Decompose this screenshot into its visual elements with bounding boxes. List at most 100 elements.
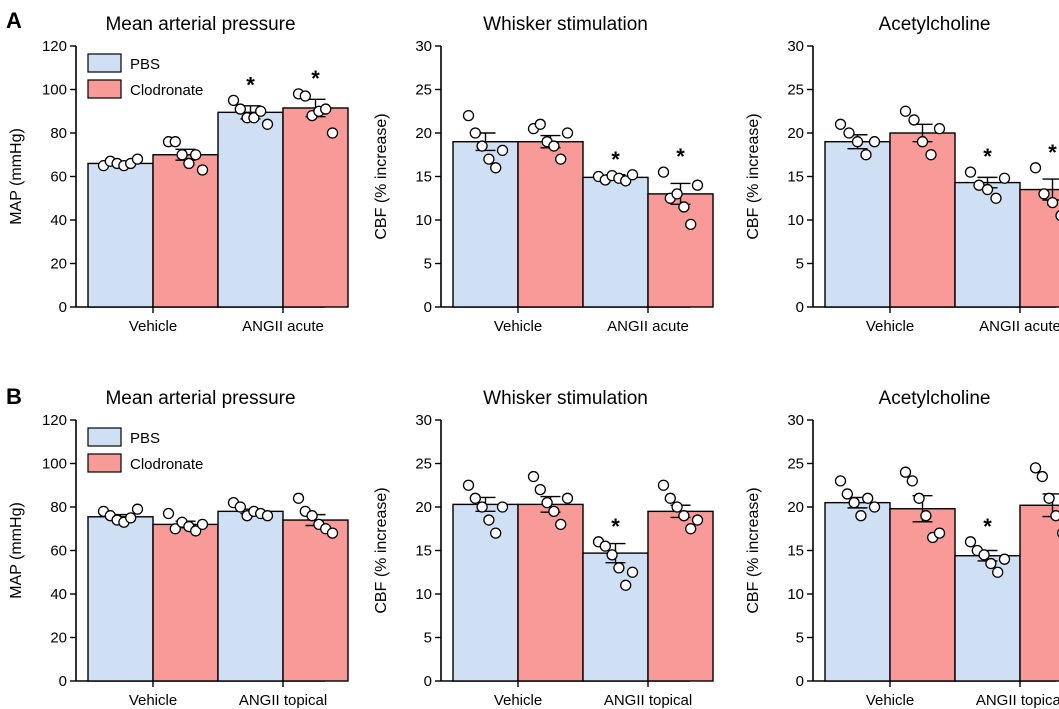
y-axis-label: CBF (% increase) bbox=[373, 113, 390, 239]
bar bbox=[453, 504, 518, 681]
data-point bbox=[870, 502, 880, 512]
bar bbox=[88, 517, 153, 681]
data-point bbox=[991, 193, 1001, 203]
y-tick-label: 25 bbox=[415, 456, 432, 473]
significance-star: * bbox=[983, 144, 992, 169]
y-tick-label: 5 bbox=[796, 630, 804, 647]
y-tick-label: 10 bbox=[415, 212, 432, 229]
bar bbox=[583, 177, 648, 307]
data-point bbox=[563, 128, 573, 138]
legend-swatch bbox=[88, 428, 121, 446]
y-tick-label: 0 bbox=[796, 673, 804, 690]
data-point bbox=[686, 219, 696, 229]
legend-label: PBS bbox=[130, 430, 160, 447]
y-tick-label: 30 bbox=[415, 412, 432, 429]
data-point bbox=[607, 550, 617, 560]
data-point bbox=[470, 128, 480, 138]
data-point bbox=[1031, 463, 1041, 473]
x-tick-label: Vehicle bbox=[494, 692, 542, 709]
data-point bbox=[935, 124, 945, 134]
data-point bbox=[542, 498, 552, 508]
significance-star: * bbox=[1048, 140, 1057, 165]
bar bbox=[955, 556, 1020, 681]
data-point bbox=[328, 128, 338, 138]
bar bbox=[218, 112, 283, 307]
bar bbox=[218, 511, 283, 681]
y-tick-label: 15 bbox=[415, 169, 432, 186]
data-point bbox=[126, 513, 136, 523]
data-point bbox=[300, 91, 310, 101]
y-tick-label: 40 bbox=[50, 586, 67, 603]
chart-title: Whisker stimulation bbox=[483, 388, 648, 409]
chart-title: Acetylcholine bbox=[879, 388, 991, 409]
bar bbox=[153, 524, 218, 681]
x-tick-label: ANGII topical bbox=[976, 692, 1059, 709]
data-point bbox=[321, 104, 331, 114]
y-tick-label: 20 bbox=[50, 256, 67, 273]
y-tick-label: 30 bbox=[787, 412, 804, 429]
bar bbox=[518, 142, 583, 307]
data-point bbox=[549, 506, 559, 516]
data-point bbox=[133, 154, 143, 164]
data-point bbox=[464, 480, 474, 490]
charts-layer: Mean arterial pressure MAP (mmHg) 0 20 40 60 8… bbox=[8, 14, 1059, 709]
data-point bbox=[856, 511, 866, 521]
data-point bbox=[966, 167, 976, 177]
y-tick-label: 80 bbox=[50, 499, 67, 516]
panel-letter-b: B bbox=[6, 384, 22, 409]
bar bbox=[648, 511, 713, 681]
data-point bbox=[600, 541, 610, 551]
data-point bbox=[836, 476, 846, 486]
data-point bbox=[556, 154, 566, 164]
data-point bbox=[1048, 198, 1058, 208]
y-tick-label: 5 bbox=[796, 256, 804, 273]
data-point bbox=[672, 189, 682, 199]
y-tick-label: 60 bbox=[50, 169, 67, 186]
data-point bbox=[614, 563, 624, 573]
data-point bbox=[836, 119, 846, 129]
x-tick-label: Vehicle bbox=[866, 692, 914, 709]
data-point bbox=[184, 158, 194, 168]
y-tick-label: 100 bbox=[42, 82, 67, 99]
data-point bbox=[983, 185, 993, 195]
chart-4: Mean arterial pressureMAP (mmHg)02040608… bbox=[8, 388, 348, 709]
data-point bbox=[621, 580, 631, 590]
y-tick-label: 20 bbox=[787, 125, 804, 142]
data-point bbox=[679, 511, 689, 521]
significance-star: * bbox=[611, 147, 620, 172]
bar bbox=[1020, 505, 1059, 681]
data-point bbox=[693, 515, 703, 525]
y-axis-label: MAP (mmHg) bbox=[8, 128, 25, 225]
y-tick-label: 25 bbox=[415, 82, 432, 99]
data-point bbox=[498, 145, 508, 155]
y-tick-label: 5 bbox=[424, 630, 432, 647]
data-point bbox=[863, 493, 873, 503]
data-point bbox=[133, 504, 143, 514]
chart-3: AcetylcholineCBF (% increase)05101520253… bbox=[745, 14, 1059, 335]
data-point bbox=[198, 165, 208, 175]
data-point bbox=[563, 493, 573, 503]
bar bbox=[890, 133, 955, 307]
data-point bbox=[844, 128, 854, 138]
bar bbox=[283, 520, 348, 681]
bar bbox=[890, 509, 955, 681]
data-point bbox=[993, 567, 1003, 577]
y-axis-label: CBF (% increase) bbox=[745, 487, 762, 613]
data-point bbox=[307, 511, 317, 521]
data-point bbox=[529, 472, 539, 482]
data-point bbox=[464, 111, 474, 121]
y-tick-label: 10 bbox=[787, 212, 804, 229]
data-point bbox=[909, 115, 919, 125]
significance-star: * bbox=[676, 144, 685, 169]
legend-label: Clodronate bbox=[130, 456, 203, 473]
y-tick-label: 120 bbox=[42, 412, 67, 429]
data-point bbox=[556, 519, 566, 529]
data-point bbox=[263, 511, 273, 521]
chart-1: Mean arterial pressure MAP (mmHg) 0 20 40 60 8… bbox=[8, 14, 348, 335]
data-point bbox=[665, 493, 675, 503]
significance-star: * bbox=[246, 72, 255, 97]
x-tick-label: ANGII acute bbox=[607, 318, 689, 335]
data-point bbox=[1039, 189, 1049, 199]
data-point bbox=[901, 106, 911, 116]
